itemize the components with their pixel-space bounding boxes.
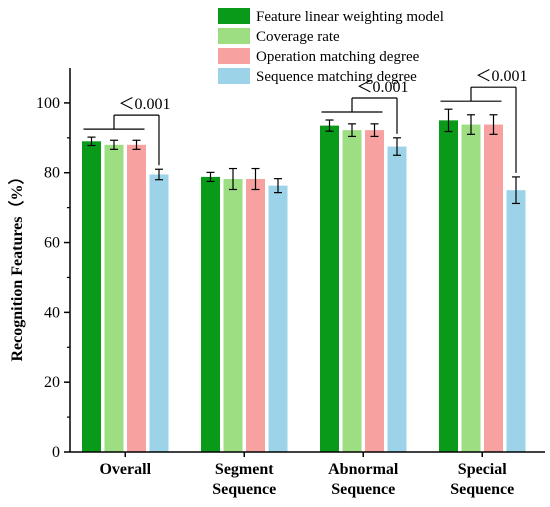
bar — [104, 144, 124, 453]
legend-swatch — [218, 48, 250, 64]
error-bars-group — [87, 108, 520, 205]
significance-bracket: ＜0.001 — [440, 68, 528, 173]
y-axis-title: Recognition Features（%） — [8, 168, 26, 361]
significance-brackets-group: ＜0.001 ＜0.001 ＜0.001 — [83, 68, 528, 173]
legend-swatch — [218, 8, 250, 24]
x-tick-label: Segment — [215, 461, 274, 478]
x-tick-label: Overall — [99, 461, 151, 478]
bar — [246, 179, 265, 452]
significance-label: ＜0.001 — [118, 96, 170, 113]
bar — [365, 130, 384, 452]
legend-label: Feature linear weighting model — [256, 9, 444, 25]
y-tick-label: 80 — [44, 165, 60, 182]
legend: Feature linear weighting model Coverage r… — [218, 8, 444, 85]
bar — [127, 144, 146, 453]
legend-label: Operation matching degree — [256, 49, 420, 65]
x-tick-label: Special — [458, 461, 507, 478]
bar — [268, 185, 288, 453]
bar — [82, 141, 101, 453]
legend-swatch — [218, 28, 250, 44]
bar — [484, 124, 503, 452]
significance-bracket: ＜0.001 — [83, 96, 171, 166]
y-tick-label: 0 — [52, 444, 60, 461]
bar — [387, 146, 407, 452]
y-tick-label: 60 — [44, 235, 60, 252]
x-tick-label: Sequence — [450, 481, 514, 498]
legend-label: Coverage rate — [256, 29, 340, 45]
bar — [201, 176, 220, 452]
bar — [439, 120, 458, 452]
significance-label: ＜0.001 — [356, 79, 408, 96]
legend-label: Sequence matching degree — [256, 69, 417, 85]
bar — [320, 125, 339, 452]
bar — [461, 124, 481, 452]
bar — [223, 179, 243, 452]
bars-group — [82, 120, 526, 453]
significance-bracket: ＜0.001 — [321, 79, 409, 134]
y-tick-label: 20 — [44, 374, 60, 391]
axes-group: 0 20 40 60 80 100 Overall Segment Sequence Abnorm… — [36, 68, 545, 498]
x-tick-label: Sequence — [212, 481, 276, 498]
bar — [506, 190, 526, 452]
bar — [149, 174, 169, 453]
y-tick-label: 40 — [44, 304, 60, 321]
bar — [342, 130, 362, 452]
y-tick-label: 100 — [36, 95, 60, 112]
legend-swatch — [218, 68, 250, 84]
significance-label: ＜0.001 — [475, 68, 527, 85]
x-tick-label: Sequence — [331, 481, 395, 498]
x-tick-label: Abnormal — [328, 461, 399, 478]
